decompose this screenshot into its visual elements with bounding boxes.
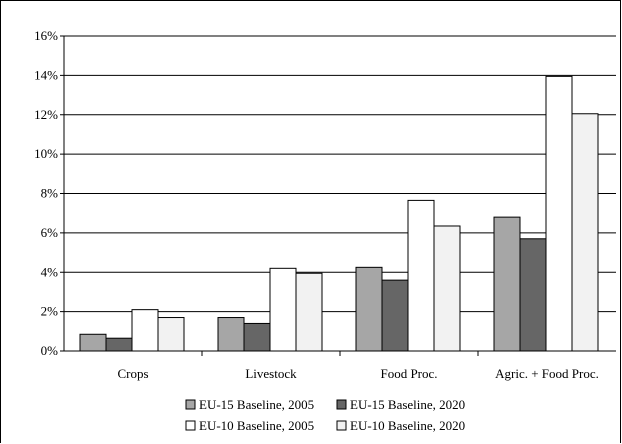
bar <box>243 322 271 352</box>
y-tick-label: 10% <box>34 146 58 161</box>
y-tick-label: 4% <box>41 264 59 279</box>
y-tick-label: 2% <box>41 304 59 319</box>
y-tick-label: 12% <box>34 107 58 122</box>
legend-swatch <box>185 399 196 410</box>
legend-label: EU-15 Baseline, 2005 <box>199 397 314 412</box>
legend-swatch <box>336 399 347 410</box>
bar <box>571 113 599 352</box>
bar <box>407 199 435 352</box>
bar <box>519 238 547 352</box>
x-tick-label: Agric. + Food Proc. <box>495 366 599 381</box>
bar <box>295 272 323 352</box>
bar <box>545 75 573 352</box>
bar <box>105 337 133 352</box>
y-tick-label: 8% <box>41 186 59 201</box>
x-tick-label: Food Proc. <box>380 366 437 381</box>
bar <box>131 309 159 352</box>
bar <box>493 216 521 352</box>
legend-swatch <box>185 420 196 431</box>
bar <box>381 279 409 352</box>
bar <box>269 267 297 352</box>
x-tick-label: Crops <box>117 366 148 381</box>
bar <box>79 333 107 352</box>
legend-label: EU-15 Baseline, 2020 <box>350 397 465 412</box>
legend-label: EU-10 Baseline, 2020 <box>350 418 465 433</box>
bar <box>355 266 383 352</box>
y-tick-label: 0% <box>41 343 59 358</box>
y-tick-label: 6% <box>41 225 59 240</box>
y-tick-label: 16% <box>34 28 58 43</box>
bar <box>157 317 185 352</box>
y-tick-label: 14% <box>34 67 58 82</box>
bar <box>433 225 461 352</box>
legend-label: EU-10 Baseline, 2005 <box>199 418 314 433</box>
x-tick-label: Livestock <box>245 366 297 381</box>
legend-swatch <box>336 420 347 431</box>
bar <box>217 317 245 352</box>
